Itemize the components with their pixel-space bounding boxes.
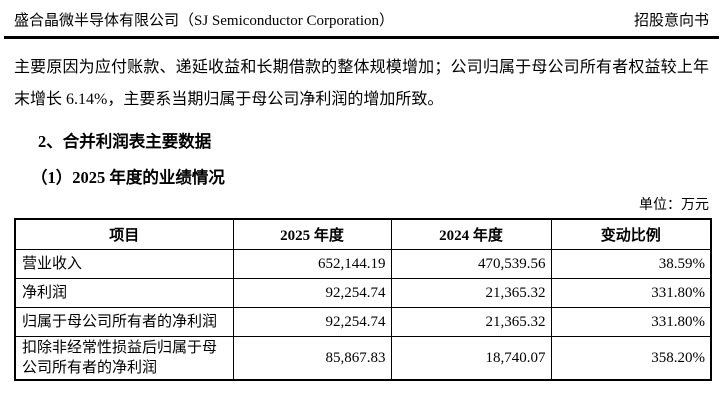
table-header-row: 项目 2025 年度 2024 年度 变动比例	[14, 218, 712, 250]
running-header: 盛合晶微半导体有限公司（SJ Semiconductor Corporation…	[0, 0, 723, 30]
column-header-2024: 2024 年度	[390, 218, 552, 250]
row-item-label: 净利润	[14, 278, 234, 308]
body-paragraph: 主要原因为应付账款、递延收益和长期借款的整体规模增加；公司归属于母公司所有者权益…	[14, 58, 709, 108]
column-header-2025: 2025 年度	[232, 218, 392, 250]
unit-note: 单位：万元	[639, 197, 709, 213]
table-row: 营业收入 652,144.19 470,539.56 38.59%	[14, 249, 712, 279]
row-value-2024: 21,365.32	[390, 278, 552, 308]
table-row: 归属于母公司所有者的净利润 92,254.74 21,365.32 331.80…	[14, 307, 712, 337]
income-statement-table: 项目 2025 年度 2024 年度 变动比例 营业收入 652,144.19 …	[14, 217, 712, 381]
sub-heading: （1）2025 年度的业绩情况	[31, 167, 225, 187]
row-value-2025: 85,867.83	[232, 336, 392, 381]
row-value-2025: 92,254.74	[232, 307, 392, 337]
company-name: 盛合晶微半导体有限公司（SJ Semiconductor Corporation…	[14, 13, 394, 29]
row-value-2025: 92,254.74	[232, 278, 392, 308]
section-heading: 2、合并利润表主要数据	[38, 131, 212, 151]
row-value-change: 38.59%	[550, 249, 712, 279]
row-value-2025: 652,144.19	[232, 249, 392, 279]
row-value-2024: 21,365.32	[390, 307, 552, 337]
column-header-item: 项目	[14, 218, 234, 250]
header-rule	[4, 36, 719, 39]
row-value-2024: 18,740.07	[390, 336, 552, 381]
row-item-label: 归属于母公司所有者的净利润	[14, 307, 234, 337]
document-type-label: 招股意向书	[633, 13, 709, 29]
row-value-2024: 470,539.56	[390, 249, 552, 279]
row-item-label: 扣除非经常性损益后归属于母公司所有者的净利润	[14, 336, 234, 381]
row-value-change: 358.20%	[550, 336, 712, 381]
column-header-change: 变动比例	[550, 218, 712, 250]
table-row: 净利润 92,254.74 21,365.32 331.80%	[14, 278, 712, 308]
row-value-change: 331.80%	[550, 307, 712, 337]
row-value-change: 331.80%	[550, 278, 712, 308]
row-item-label: 营业收入	[14, 249, 234, 279]
table-row: 扣除非经常性损益后归属于母公司所有者的净利润 85,867.83 18,740.…	[14, 336, 712, 381]
